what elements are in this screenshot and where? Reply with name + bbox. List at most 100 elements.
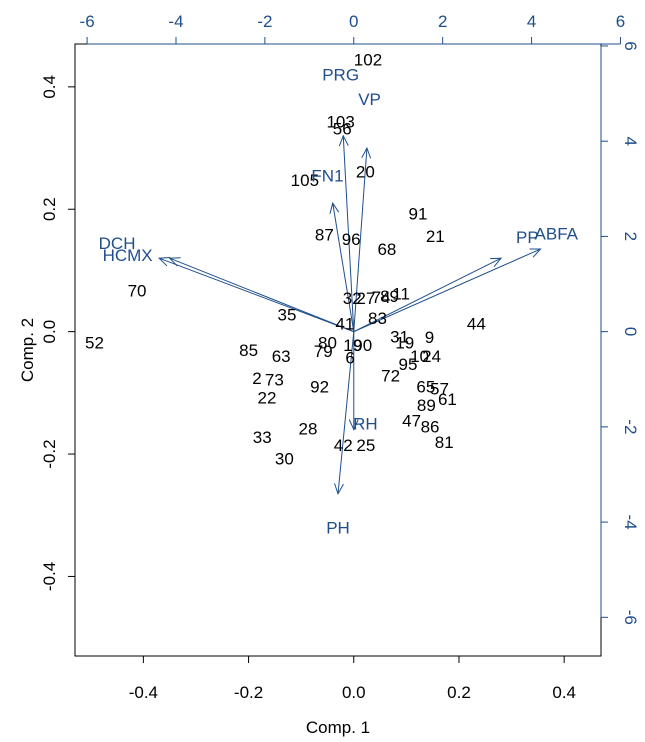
observation-label: 70 [128, 282, 147, 301]
y-tick-label: 0.2 [40, 197, 59, 221]
arrow-fn1 [332, 203, 355, 332]
observation-label: 56 [333, 119, 352, 138]
right-tick-label: -2 [621, 419, 640, 434]
observation-label: 27 [356, 289, 375, 308]
right-tick-label: 4 [621, 136, 640, 145]
observation-label: 95 [398, 355, 417, 374]
observation-label: 32 [343, 289, 362, 308]
observation-label: 81 [435, 433, 454, 452]
observation-label: 25 [356, 436, 375, 455]
variable-label-pp: PP [516, 228, 539, 247]
observation-label: 105 [291, 171, 319, 190]
arrowhead-abfa [529, 248, 542, 258]
observation-label: 20 [356, 162, 375, 181]
variable-label-fn1: FN1 [311, 167, 343, 186]
variable-label-abfa: ABFA [535, 225, 579, 244]
observation-label: 19 [395, 334, 414, 353]
observation-label: 89 [417, 396, 436, 415]
y-axis-title: Comp. 2 [18, 318, 37, 382]
arrow-ph [337, 331, 355, 494]
arrowhead-fn1 [329, 201, 340, 214]
arrowhead-hcmx [158, 257, 171, 267]
observation-label: 31 [390, 328, 409, 347]
observation-label: 10 [410, 347, 429, 366]
top-tick-label: 0 [349, 12, 358, 31]
y-tick-label: 0.4 [40, 75, 59, 99]
observation-label: 68 [377, 240, 396, 259]
arrow-hcmx [158, 257, 354, 333]
top-tick-label: -4 [168, 12, 183, 31]
arrowhead-dch [168, 257, 181, 267]
y-axis-left: -0.4 -0.2 0.0 0.2 0.4 [40, 75, 76, 591]
observation-label: 44 [467, 315, 486, 334]
observation-label: 85 [239, 341, 258, 360]
observation-label: 19 [343, 336, 362, 355]
observation-label: 24 [422, 347, 441, 366]
x-axis-bottom: -0.4 -0.2 0.0 0.2 0.4 [129, 655, 576, 702]
variable-label-vp: VP [358, 90, 381, 109]
observation-label: 41 [335, 315, 354, 334]
variable-label-ph: PH [326, 518, 350, 537]
variable-label-hcmx: HCMX [103, 246, 153, 265]
arrowhead-pp [490, 257, 503, 268]
top-tick-label: 4 [527, 12, 536, 31]
variable-label-dch: DCH [99, 234, 136, 253]
y-axis-right: -6 -4 -2 0 2 4 6 [600, 41, 640, 625]
variable-arrows [158, 134, 542, 496]
arrow-dch [169, 257, 354, 333]
arrowhead-rh [348, 419, 359, 431]
arrow-pp [353, 257, 502, 333]
y-tick-label: -0.2 [40, 439, 59, 468]
observation-label: 42 [334, 436, 353, 455]
x-tick-label: 0.4 [552, 683, 576, 702]
observation-label: 80 [318, 334, 337, 353]
observation-label: 52 [85, 334, 104, 353]
observation-label: 2 [252, 369, 261, 388]
y-tick-label: -0.4 [40, 562, 59, 591]
variable-label-prg: PRG [322, 66, 359, 85]
top-tick-label: 6 [616, 12, 625, 31]
right-tick-label: 0 [621, 327, 640, 336]
observation-label: 33 [253, 428, 272, 447]
observation-label: 92 [310, 378, 329, 397]
x-axis-top: -6 -4 -2 0 2 4 6 [80, 12, 625, 45]
arrow-prg [342, 135, 355, 332]
y-tick-label: 0.0 [40, 320, 59, 344]
right-tick-label: 2 [621, 232, 640, 241]
observation-label: 11 [392, 285, 410, 304]
observation-label: 9 [425, 328, 434, 347]
observation-label: 102 [354, 50, 382, 69]
top-tick-label: -2 [257, 12, 272, 31]
x-tick-label: -0.4 [129, 683, 158, 702]
x-tick-label: 0.0 [342, 683, 366, 702]
observation-label: 90 [353, 336, 372, 355]
observation-label: 63 [272, 347, 291, 366]
top-tick-label: 2 [438, 12, 447, 31]
observation-label: 35 [278, 306, 297, 325]
observation-label: 87 [315, 225, 334, 244]
observation-label: 96 [342, 230, 361, 249]
right-tick-label: -4 [621, 515, 640, 530]
observation-label: 103 [326, 113, 354, 132]
observation-label: 86 [421, 418, 440, 437]
observation-label: 73 [265, 370, 284, 389]
arrow-abfa [353, 248, 541, 333]
arrowhead-vp [361, 146, 372, 159]
observation-label: 30 [275, 449, 294, 468]
x-axis-title: Comp. 1 [306, 718, 370, 737]
observation-label: 72 [381, 367, 400, 386]
arrowhead-ph [334, 483, 344, 496]
variable-label-rh: RH [353, 414, 378, 433]
observation-label: 83 [368, 309, 387, 328]
observation-label: 57 [430, 380, 449, 399]
right-tick-label: -6 [621, 610, 640, 625]
arrowhead-prg [338, 134, 349, 147]
observation-label: 28 [299, 419, 318, 438]
observation-label: 22 [258, 389, 277, 408]
observation-label: 65 [416, 378, 435, 397]
observation-label: 47 [402, 411, 421, 430]
right-tick-label: 6 [621, 41, 640, 50]
